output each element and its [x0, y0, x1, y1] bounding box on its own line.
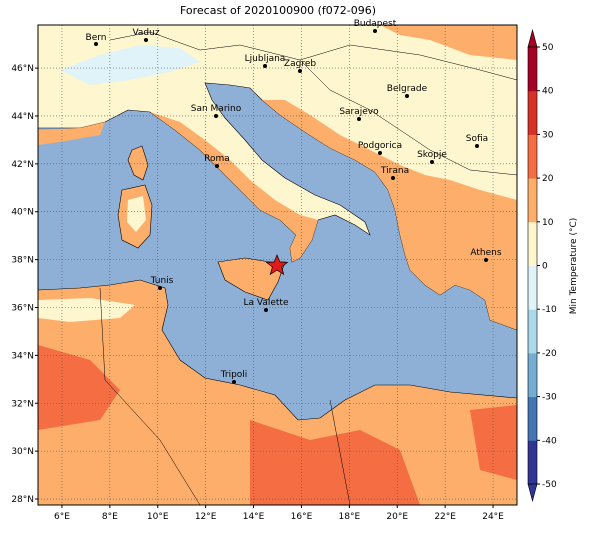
colorbar-tick-label: -20 — [542, 349, 557, 359]
colorbar-band — [528, 440, 537, 485]
city-label: Tripoli — [220, 370, 248, 380]
sardinia-inland — [127, 196, 146, 232]
colorbar-tick-label: -50 — [542, 480, 557, 490]
y-tick-label: 40°N — [11, 208, 34, 218]
colorbar-tick-label: -30 — [542, 393, 557, 403]
city: La Valette — [244, 298, 289, 312]
star-marker — [265, 254, 289, 276]
title: Forecast of 2020100900 (f072-096) — [180, 4, 376, 17]
colorbar-band — [528, 396, 537, 441]
city-label: Bern — [86, 33, 107, 43]
cities: Bern Vaduz Budapest Ljubljana Zagreb Bel… — [86, 19, 502, 384]
city-label: Budapest — [354, 19, 397, 29]
y-tick-label: 42°N — [11, 160, 34, 170]
city: Sofia — [466, 134, 488, 148]
y-tick-label: 32°N — [11, 399, 34, 409]
colorbar-tick-label: 0 — [542, 262, 548, 272]
x-tick-label: 12°E — [195, 512, 217, 522]
y-tick-label: 34°N — [11, 351, 34, 361]
city-label: Roma — [204, 154, 230, 164]
colorbar-band — [528, 265, 537, 310]
city: Ljubljana — [245, 54, 286, 68]
colorbar-tick-label: 40 — [542, 87, 554, 97]
city-label: Athens — [470, 248, 501, 258]
city: San Marino — [191, 104, 242, 118]
y-tick-label: 44°N — [11, 112, 34, 122]
x-tick-label: 20°E — [386, 512, 408, 522]
city-label: Skopje — [417, 150, 447, 160]
y-tick-label: 30°N — [11, 447, 34, 457]
city-label: Ljubljana — [245, 54, 286, 64]
city: Belgrade — [387, 84, 428, 98]
colorbar-band — [528, 47, 537, 92]
border-lines — [99, 31, 517, 505]
colorbar-band — [528, 134, 537, 179]
city-label: Zagreb — [284, 59, 316, 69]
city-label: San Marino — [191, 104, 242, 114]
colorbar-tick-label: 10 — [542, 218, 554, 228]
colorbar-tick-label: 20 — [542, 174, 554, 184]
y-tick-label: 36°N — [11, 303, 34, 313]
city-label: Sofia — [466, 134, 488, 144]
warm-coast — [38, 25, 517, 330]
city: Podgorica — [358, 141, 402, 155]
colorbar: -50 -40 -30 -20 -10 0 10 20 30 40 50 — [527, 28, 557, 503]
corsica — [127, 145, 149, 181]
x-tick-label: 24°E — [482, 512, 504, 522]
alpine-cold — [60, 45, 200, 85]
city-label: Sarajevo — [339, 107, 379, 117]
x-tick-label: 18°E — [339, 512, 361, 522]
city: Tirana — [380, 166, 409, 180]
city-label: Podgorica — [358, 141, 402, 151]
y-tick-label: 28°N — [11, 495, 34, 505]
city-label: Tirana — [380, 166, 409, 176]
colorbar-extend-max — [527, 28, 538, 48]
city-label: Vaduz — [132, 28, 159, 38]
city: Vaduz — [132, 28, 160, 42]
x-tick-label: 8°E — [102, 512, 118, 522]
colorbar-band — [528, 309, 537, 354]
gridlines — [35, 25, 517, 508]
colorbar-band — [528, 221, 537, 266]
map-frame — [37, 24, 518, 506]
x-tick-label: 16°E — [291, 512, 313, 522]
city: Skopje — [417, 150, 447, 164]
city: Roma — [204, 154, 230, 168]
city: Sarajevo — [339, 107, 379, 121]
x-tick-label: 10°E — [147, 512, 169, 522]
x-tick-label: 22°E — [434, 512, 456, 522]
colorbar-label: Min Temperature (°C) — [569, 218, 579, 315]
africa-warm — [38, 345, 517, 505]
city: Tripoli — [220, 370, 248, 384]
colorbar-band — [528, 178, 537, 223]
y-tick-label: 38°N — [11, 256, 34, 266]
city-label: Belgrade — [387, 84, 428, 94]
colorbar-band — [528, 90, 537, 135]
colorbar-band — [528, 352, 537, 398]
city: Athens — [470, 248, 502, 262]
colorbar-tick-label: -10 — [542, 305, 557, 315]
colorbar-extend-min — [527, 483, 538, 503]
colorbar-tick-label: 50 — [542, 43, 554, 53]
city: Bern — [86, 33, 107, 46]
y-tick-label: 46°N — [11, 64, 34, 74]
x-tick-label: 6°E — [54, 512, 70, 522]
city: Tunis — [150, 276, 174, 290]
city-label: La Valette — [244, 298, 289, 308]
city: Budapest — [354, 19, 397, 33]
colorbar-tick-label: 30 — [542, 130, 554, 140]
city: Zagreb — [284, 59, 316, 73]
x-tick-label: 14°E — [243, 512, 265, 522]
colorbar-tick-label: -40 — [542, 436, 557, 446]
city-label: Tunis — [150, 276, 174, 286]
